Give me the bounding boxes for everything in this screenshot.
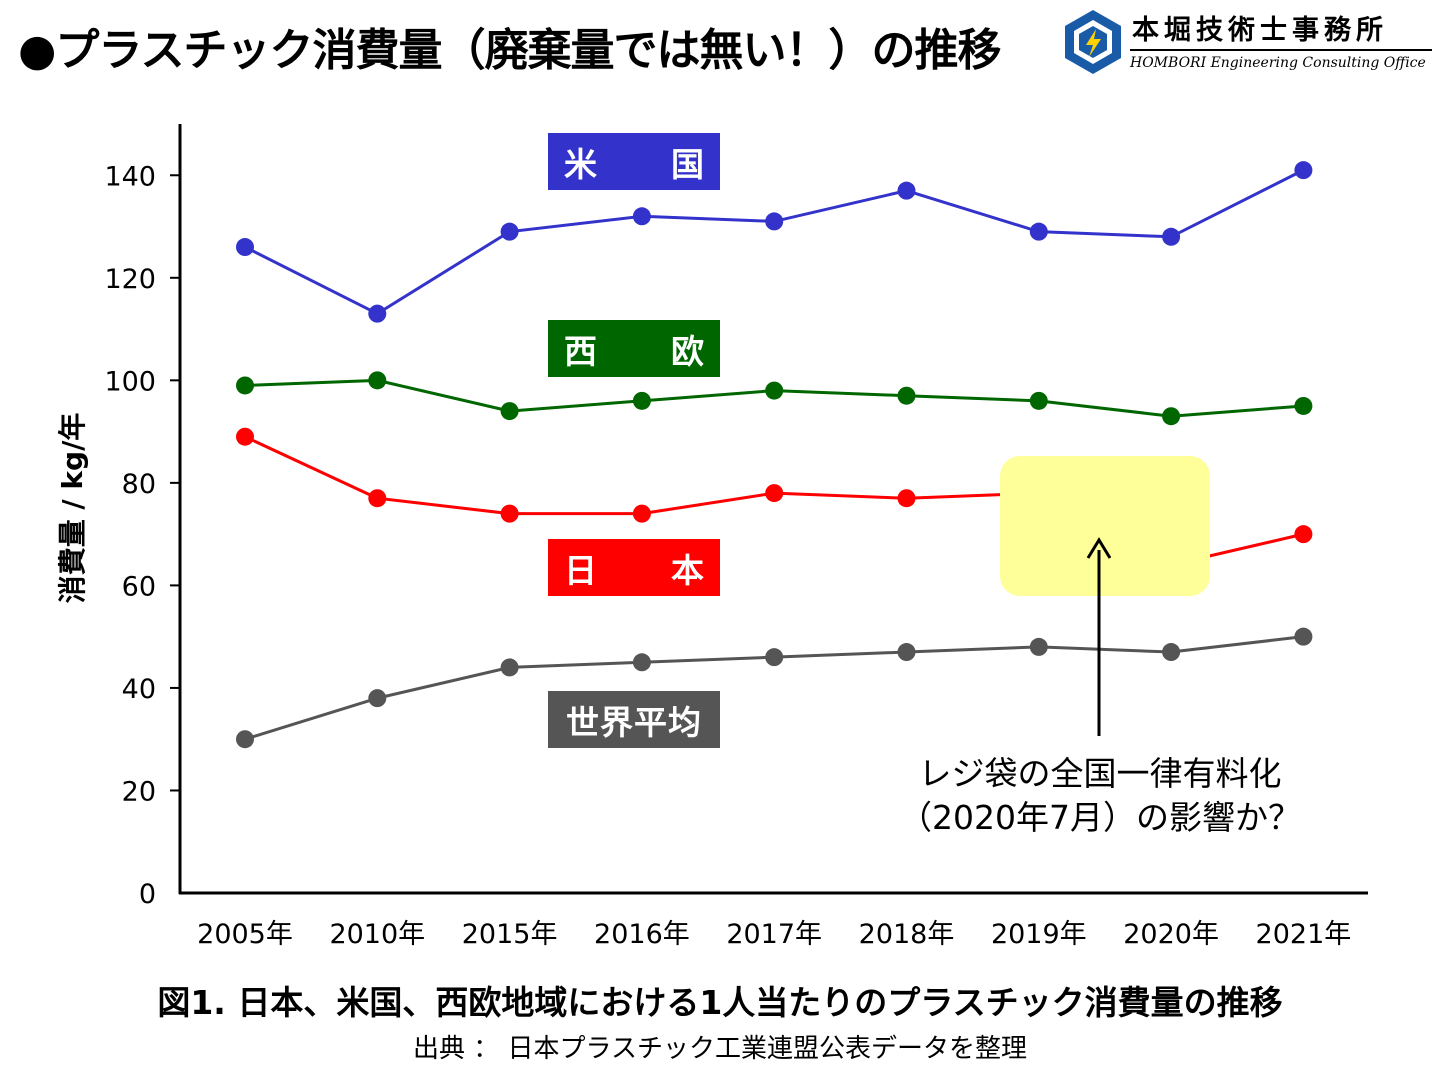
x-tick-label: 2016年: [594, 919, 690, 950]
data-point: [500, 504, 519, 523]
data-point: [1294, 525, 1313, 544]
data-point: [632, 207, 651, 226]
y-tick-label: 40: [122, 674, 156, 705]
series-label-0: 米国: [548, 133, 720, 190]
data-point: [500, 402, 519, 421]
series-label-text: 米: [564, 144, 597, 184]
data-point: [632, 653, 651, 672]
data-point: [765, 212, 784, 231]
hexagon-lightning-icon: [1065, 10, 1121, 74]
data-point: [1029, 222, 1048, 241]
y-axis-title: 消費量 / kg/年: [56, 413, 89, 604]
data-point: [1294, 396, 1313, 415]
data-point: [897, 181, 916, 200]
data-point: [1029, 391, 1048, 410]
page-title: ●プラスチック消費量（廃棄量では無い！）の推移: [18, 25, 1002, 76]
y-tick-label: 140: [104, 161, 156, 192]
x-tick-label: 2019年: [991, 919, 1087, 950]
annotation-text: レジ袋の全国一律有料化 （2020年7月）の影響か？: [860, 752, 1340, 840]
highlight-callout: [1000, 456, 1210, 596]
data-point: [1294, 161, 1313, 180]
series-label-text: 国: [671, 144, 704, 184]
annotation-line-2: （2020年7月）の影響か？: [899, 798, 1301, 837]
series-label-text: 世界平均: [566, 702, 702, 742]
data-point: [368, 371, 387, 390]
series-label-text: 日: [564, 550, 597, 590]
data-point: [500, 658, 519, 677]
x-tick-label: 2020年: [1123, 919, 1219, 950]
data-point: [1029, 637, 1048, 656]
data-point: [897, 386, 916, 405]
series-label-1: 西欧: [548, 320, 720, 377]
data-point: [1294, 627, 1313, 646]
y-tick-label: 0: [139, 879, 156, 910]
data-point: [1162, 643, 1181, 662]
series-label-text: 西: [564, 331, 597, 371]
data-point: [500, 222, 519, 241]
company-name: 本堀技術士事務所: [1132, 15, 1388, 46]
x-tick-label: 2005年: [197, 919, 293, 950]
source-note: 出典 ： 日本プラスチック工業連盟公表データを整理: [412, 1034, 1027, 1064]
data-point: [236, 427, 254, 446]
x-tick-label: 2021年: [1256, 919, 1352, 950]
company-subtitle: HOMBORI Engineering Consulting Office: [1130, 55, 1426, 71]
y-tick-label: 20: [122, 776, 156, 807]
data-point: [897, 643, 916, 662]
data-point: [1162, 227, 1181, 246]
data-point: [897, 489, 916, 508]
y-tick-label: 120: [104, 264, 156, 295]
data-point: [765, 381, 784, 400]
data-point: [368, 689, 387, 708]
annotation-line-1: レジ袋の全国一律有料化: [918, 754, 1282, 793]
series-label-3: 世界平均: [548, 691, 720, 748]
y-tick-label: 100: [104, 366, 156, 397]
data-point: [236, 730, 254, 749]
series-label-text: 欧: [671, 331, 704, 371]
series-line-0: [244, 168, 1305, 316]
data-point: [632, 391, 651, 410]
series-label-text: 本: [671, 550, 704, 590]
data-point: [632, 504, 651, 523]
company-logo: 本堀技術士事務所 HOMBORI Engineering Consulting …: [1062, 6, 1434, 78]
x-tick-label: 2010年: [329, 919, 425, 950]
data-point: [765, 648, 784, 667]
data-point: [368, 489, 387, 508]
data-point: [765, 484, 784, 503]
x-tick-label: 2018年: [859, 919, 955, 950]
annotation-arrow: [1086, 537, 1112, 736]
figure-caption: 図1. 日本、米国、西欧地域における1人当たりのプラスチック消費量の推移: [157, 983, 1283, 1022]
x-tick-label: 2015年: [462, 919, 558, 950]
logo-divider: [1130, 49, 1432, 51]
x-tick-label: 2017年: [726, 919, 822, 950]
y-tick-label: 80: [122, 469, 156, 500]
data-point: [236, 238, 254, 257]
data-point: [236, 376, 254, 395]
series-label-2: 日本: [548, 539, 720, 596]
y-tick-label: 60: [122, 571, 156, 602]
data-point: [368, 304, 387, 323]
data-point: [1162, 407, 1181, 426]
